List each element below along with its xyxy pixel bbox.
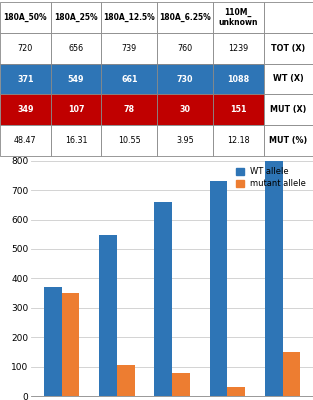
Text: 1239: 1239 — [228, 44, 248, 53]
Text: MUT (%): MUT (%) — [269, 136, 307, 145]
Bar — [117, 364, 135, 396]
FancyBboxPatch shape — [101, 2, 157, 33]
FancyBboxPatch shape — [264, 2, 313, 33]
Text: 180A_12.5%: 180A_12.5% — [103, 13, 155, 22]
FancyBboxPatch shape — [51, 94, 101, 125]
Text: 180A_50%: 180A_50% — [3, 13, 47, 22]
Bar — [283, 352, 300, 396]
FancyBboxPatch shape — [101, 94, 157, 125]
Text: 12.18: 12.18 — [227, 136, 249, 145]
Text: 30: 30 — [179, 105, 191, 114]
FancyBboxPatch shape — [101, 125, 157, 156]
FancyBboxPatch shape — [0, 33, 51, 64]
Bar — [210, 181, 227, 396]
FancyBboxPatch shape — [101, 33, 157, 64]
FancyBboxPatch shape — [157, 94, 213, 125]
Text: 180A_25%: 180A_25% — [54, 13, 98, 22]
FancyBboxPatch shape — [264, 125, 313, 156]
Text: WT (X): WT (X) — [273, 74, 304, 84]
FancyBboxPatch shape — [0, 94, 51, 125]
FancyBboxPatch shape — [213, 125, 264, 156]
FancyBboxPatch shape — [51, 33, 101, 64]
FancyBboxPatch shape — [213, 2, 264, 33]
FancyBboxPatch shape — [213, 64, 264, 94]
Text: 16.31: 16.31 — [65, 136, 87, 145]
Text: 730: 730 — [177, 74, 193, 84]
FancyBboxPatch shape — [0, 2, 51, 33]
FancyBboxPatch shape — [101, 64, 157, 94]
Bar — [155, 202, 172, 396]
Text: 1088: 1088 — [227, 74, 249, 84]
Text: 739: 739 — [122, 44, 137, 53]
Bar — [62, 293, 80, 396]
Text: 549: 549 — [68, 74, 84, 84]
FancyBboxPatch shape — [51, 64, 101, 94]
FancyBboxPatch shape — [51, 125, 101, 156]
Text: MUT (X): MUT (X) — [270, 105, 306, 114]
Legend: WT allele, mutant allele: WT allele, mutant allele — [234, 165, 309, 190]
FancyBboxPatch shape — [0, 125, 51, 156]
Text: 180A_6.25%: 180A_6.25% — [159, 13, 211, 22]
Text: 720: 720 — [18, 44, 33, 53]
Text: 349: 349 — [17, 105, 33, 114]
Bar — [172, 373, 190, 396]
Text: 661: 661 — [121, 74, 137, 84]
Bar — [265, 76, 283, 396]
FancyBboxPatch shape — [264, 33, 313, 64]
Text: 371: 371 — [17, 74, 33, 84]
FancyBboxPatch shape — [0, 64, 51, 94]
FancyBboxPatch shape — [157, 33, 213, 64]
Text: 48.47: 48.47 — [14, 136, 37, 145]
Text: 110M_
unknown: 110M_ unknown — [218, 8, 258, 27]
Text: TOT (X): TOT (X) — [271, 44, 305, 53]
Text: 3.95: 3.95 — [176, 136, 194, 145]
FancyBboxPatch shape — [157, 2, 213, 33]
Text: 760: 760 — [177, 44, 192, 53]
Text: 10.55: 10.55 — [118, 136, 141, 145]
FancyBboxPatch shape — [157, 125, 213, 156]
FancyBboxPatch shape — [51, 2, 101, 33]
FancyBboxPatch shape — [157, 64, 213, 94]
Text: 78: 78 — [124, 105, 135, 114]
FancyBboxPatch shape — [264, 94, 313, 125]
FancyBboxPatch shape — [264, 64, 313, 94]
Bar — [227, 387, 245, 396]
FancyBboxPatch shape — [213, 94, 264, 125]
Text: 151: 151 — [230, 105, 246, 114]
Text: 107: 107 — [68, 105, 84, 114]
FancyBboxPatch shape — [213, 33, 264, 64]
Text: 656: 656 — [69, 44, 84, 53]
Bar — [99, 234, 117, 396]
Bar — [44, 287, 62, 396]
